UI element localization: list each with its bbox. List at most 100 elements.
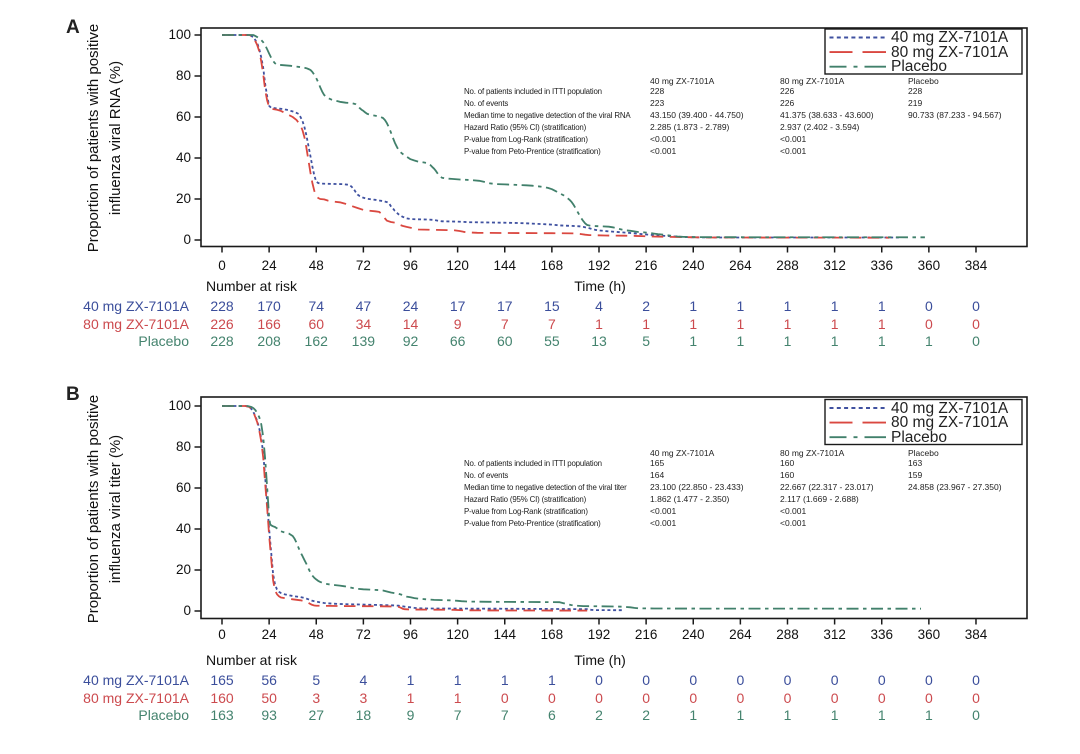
x-tick-label: 96 — [402, 258, 418, 273]
y-tick-label: 0 — [183, 603, 191, 618]
at-risk-count: 0 — [830, 689, 839, 706]
at-risk-count: 17 — [449, 297, 466, 314]
y-tick-label: 20 — [175, 191, 191, 206]
stats-value: <0.001 — [650, 505, 677, 516]
x-tick-label: 312 — [823, 627, 846, 642]
at-risk-count: 1 — [830, 315, 839, 332]
legend-label-40mg: 40 mg ZX-7101A — [891, 29, 1009, 46]
at-risk-count: 2 — [642, 297, 650, 314]
stats-value: 24.858 (23.967 - 27.350) — [908, 481, 1002, 492]
at-risk-count: 0 — [689, 671, 698, 688]
stats-row-label: Hazard Ratio (95% CI) (stratification) — [464, 494, 587, 504]
stats-value: 41.375 (38.633 - 43.600) — [780, 110, 874, 120]
panel-letter: A — [66, 17, 81, 38]
x-tick-label: 72 — [355, 258, 371, 273]
stats-row-label: P-value from Peto-Prentice (stratificati… — [464, 147, 601, 156]
curve-80mg — [222, 34, 890, 239]
stats-value: 43.150 (39.400 - 44.750) — [650, 110, 744, 120]
x-tick-label: 120 — [446, 258, 469, 273]
at-risk-count: 15 — [544, 297, 560, 314]
at-risk-count: 0 — [783, 671, 792, 688]
at-risk-count: 7 — [453, 706, 462, 723]
at-risk-count: 0 — [972, 315, 980, 332]
at-risk-count: 0 — [736, 671, 745, 688]
at-risk-series-name: 80 mg ZX-7101A — [83, 689, 189, 706]
x-tick-label: 360 — [917, 258, 941, 273]
x-tick-label: 288 — [776, 627, 799, 642]
x-tick-label: 168 — [540, 258, 564, 273]
y-axis-label-line2: influenza viral RNA (%) — [107, 60, 124, 215]
at-risk-count: 2 — [595, 706, 603, 723]
stats-row-label: No. of events — [464, 470, 509, 480]
x-tick-label: 0 — [218, 258, 226, 273]
at-risk-count: 14 — [402, 315, 419, 332]
at-risk-count: 7 — [500, 706, 509, 723]
stats-value: 1.862 (1.477 - 2.350) — [650, 493, 730, 504]
at-risk-count: 1 — [877, 706, 886, 723]
at-risk-count: 170 — [257, 297, 281, 314]
stats-value: 2.937 (2.402 - 3.594) — [780, 122, 860, 132]
x-tick-label: 336 — [870, 627, 893, 642]
at-risk-count: 1 — [924, 706, 933, 723]
at-risk-count: 5 — [312, 671, 321, 688]
at-risk-count: 0 — [972, 689, 980, 706]
stats-header: 40 mg ZX-7101A — [650, 76, 715, 86]
at-risk-count: 2 — [642, 706, 650, 723]
x-axis-title: Time (h) — [574, 651, 626, 668]
legend-label-40mg: 40 mg ZX-7101A — [891, 399, 1009, 417]
at-risk-count: 0 — [972, 297, 980, 314]
at-risk-count: 7 — [500, 315, 509, 332]
at-risk-count: 74 — [308, 297, 325, 314]
x-tick-label: 0 — [218, 627, 226, 642]
stats-value: 165 — [650, 457, 665, 468]
at-risk-count: 1 — [783, 706, 792, 723]
at-risk-count: 24 — [402, 297, 419, 314]
at-risk-count: 0 — [924, 315, 933, 332]
stats-row-label: P-value from Peto-Prentice (stratificati… — [464, 518, 601, 528]
stats-value: 159 — [908, 469, 923, 480]
at-risk-count: 92 — [402, 332, 419, 349]
x-tick-label: 24 — [261, 627, 277, 642]
stats-value: <0.001 — [780, 505, 807, 516]
x-tick-label: 48 — [308, 258, 324, 273]
y-tick-label: 60 — [175, 480, 191, 495]
legend-label-placebo: Placebo — [891, 58, 948, 76]
x-tick-label: 168 — [540, 627, 564, 642]
at-risk-count: 1 — [453, 671, 462, 688]
y-tick-label: 100 — [168, 27, 191, 42]
x-tick-label: 384 — [964, 258, 988, 273]
stats-header: 80 mg ZX-7101A — [780, 447, 845, 458]
plot-box — [200, 396, 1028, 620]
at-risk-count: 1 — [736, 706, 745, 723]
x-tick-label: 384 — [964, 627, 988, 642]
curve-placebo — [222, 34, 925, 239]
at-risk-count: 56 — [261, 671, 277, 688]
at-risk-count: 139 — [351, 332, 376, 349]
at-risk-count: 9 — [453, 315, 462, 332]
at-risk-count: 1 — [689, 706, 698, 723]
stats-value: 163 — [908, 457, 923, 468]
stats-value: 160 — [780, 457, 795, 468]
stats-value: 164 — [650, 469, 665, 480]
at-risk-count: 60 — [496, 332, 513, 349]
stats-value: <0.001 — [650, 134, 677, 144]
stats-value: 219 — [908, 98, 923, 108]
stats-row-label: No. of patients included in ITTI populat… — [464, 87, 602, 96]
at-risk-count: 1 — [595, 315, 603, 332]
x-tick-label: 144 — [493, 258, 516, 273]
at-risk-count: 1 — [547, 671, 556, 688]
at-risk-count: 0 — [736, 689, 745, 706]
x-tick-label: 240 — [681, 627, 705, 642]
x-tick-label: 96 — [402, 627, 418, 642]
at-risk-count: 0 — [642, 689, 650, 706]
stats-value: 223 — [650, 98, 665, 108]
x-tick-label: 192 — [587, 258, 611, 273]
y-tick-label: 80 — [175, 68, 191, 83]
at-risk-count: 93 — [261, 706, 277, 723]
legend-box — [824, 398, 1023, 446]
y-axis-label-line1: Proportion of patients with positive — [85, 23, 102, 252]
stats-value: 22.667 (22.317 - 23.017) — [780, 481, 874, 492]
at-risk-count: 3 — [359, 689, 368, 706]
at-risk-count: 0 — [595, 689, 603, 706]
